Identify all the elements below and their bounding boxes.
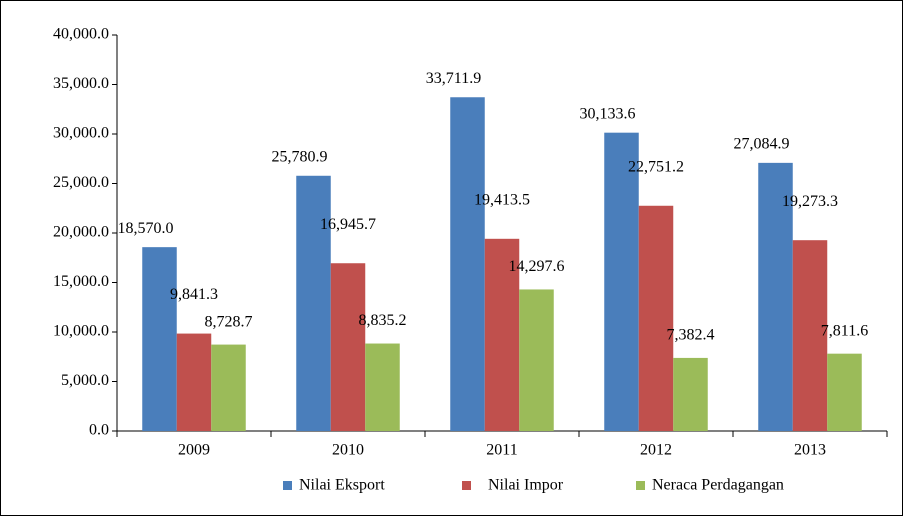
y-tick-label: 30,000.0 bbox=[53, 125, 109, 142]
y-tick-label: 5,000.0 bbox=[61, 372, 109, 389]
data-label: 7,811.6 bbox=[821, 322, 868, 339]
y-tick-label: 40,000.0 bbox=[53, 26, 109, 43]
bar bbox=[450, 97, 485, 431]
data-label: 8,728.7 bbox=[205, 313, 253, 330]
bar bbox=[142, 247, 177, 431]
y-tick-label: 10,000.0 bbox=[53, 323, 109, 340]
legend-swatch bbox=[283, 481, 292, 490]
bar bbox=[792, 240, 828, 431]
data-label: 9,841.3 bbox=[170, 286, 218, 303]
y-tick-label: 35,000.0 bbox=[53, 75, 109, 92]
data-label: 22,751.2 bbox=[628, 158, 684, 175]
bar bbox=[638, 205, 674, 431]
bar bbox=[484, 238, 520, 431]
y-tick-label: 15,000.0 bbox=[53, 273, 109, 290]
x-tick-label: 2009 bbox=[178, 442, 210, 459]
bar bbox=[758, 162, 793, 431]
legend-label: Nilai Eksport bbox=[299, 477, 385, 494]
legend-label: Neraca Perdagangan bbox=[652, 477, 784, 494]
data-label: 30,133.6 bbox=[580, 105, 636, 122]
data-label: 19,273.3 bbox=[782, 193, 838, 210]
data-label: 18,570.0 bbox=[118, 220, 174, 237]
data-label: 7,382.4 bbox=[667, 327, 715, 344]
bar bbox=[827, 353, 862, 431]
bar bbox=[673, 357, 708, 431]
bar bbox=[211, 344, 246, 431]
y-tick-label: 0.0 bbox=[89, 422, 109, 439]
y-tick-label: 20,000.0 bbox=[53, 224, 109, 241]
legend-swatch bbox=[636, 481, 645, 490]
bar bbox=[330, 263, 366, 431]
x-tick-label: 2013 bbox=[794, 442, 826, 459]
y-tick-label: 25,000.0 bbox=[53, 174, 109, 191]
x-tick-label: 2011 bbox=[486, 442, 517, 459]
bar bbox=[176, 333, 212, 431]
x-tick-label: 2012 bbox=[640, 442, 672, 459]
bar bbox=[365, 343, 400, 431]
data-label: 27,084.9 bbox=[734, 136, 790, 153]
data-label: 19,413.5 bbox=[474, 191, 530, 208]
x-tick-label: 2010 bbox=[332, 442, 364, 459]
legend-swatch bbox=[462, 481, 471, 490]
data-label: 33,711.9 bbox=[426, 70, 481, 87]
bar bbox=[296, 175, 331, 431]
bar bbox=[519, 289, 554, 431]
legend-label: Nilai Impor bbox=[488, 477, 564, 494]
data-label: 25,780.9 bbox=[272, 148, 328, 165]
bar bbox=[604, 132, 639, 431]
data-label: 16,945.7 bbox=[320, 216, 376, 233]
data-label: 8,835.2 bbox=[359, 312, 407, 329]
data-label: 14,297.6 bbox=[509, 258, 565, 275]
